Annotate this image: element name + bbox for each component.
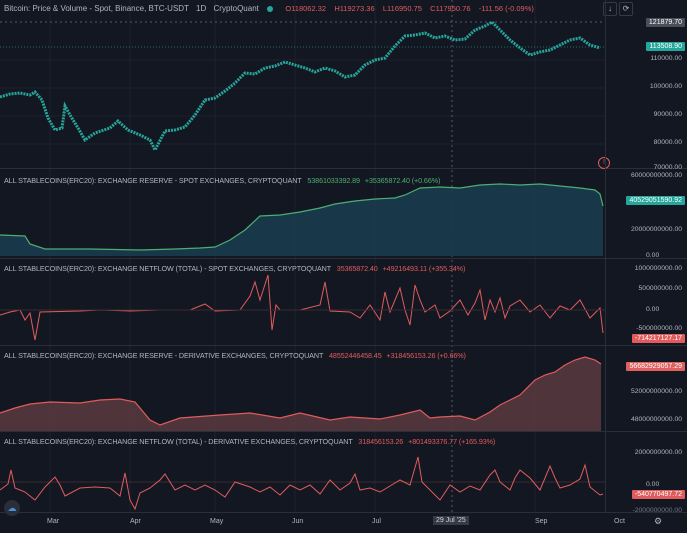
price-tick: 80000.00 (653, 139, 682, 146)
axis-tick: 0.00 (646, 306, 660, 313)
legend-derivative-reserve: ALL STABLECOINS(ERC20): EXCHANGE RESERVE… (4, 351, 466, 360)
ohlc-high: H119273.36 (334, 4, 375, 13)
axis-tick: -500000000.00 (636, 325, 682, 332)
crosshair-date-label: 29 Jul '25 (433, 516, 469, 525)
axis-tick: -2000000000.00 (632, 507, 682, 514)
axis-tick: 500000000.00 (638, 285, 682, 292)
refresh-icon[interactable]: ⟳ (619, 2, 633, 16)
ohlc-change: -111.56 (-0.09%) (478, 4, 534, 13)
time-tick: Mar (47, 518, 60, 525)
axis-tick: 48000000000.00 (630, 416, 682, 423)
axis-tick: 60000000000.00 (630, 172, 682, 179)
time-tick: Apr (130, 518, 141, 525)
chart-area[interactable] (0, 0, 605, 512)
axis-tick: 0.00 (646, 481, 660, 488)
pane-divider[interactable] (0, 168, 687, 169)
pane-divider[interactable] (0, 345, 687, 346)
time-tick: Jul (372, 518, 381, 525)
time-axis[interactable]: Mar Apr May Jun Jul 29 Jul '25 Sep Oct ⚙ (0, 512, 687, 533)
alert-icon[interactable]: ! (598, 157, 610, 169)
axis-tick: 20000000000.00 (630, 226, 682, 233)
chart-canvas[interactable] (0, 0, 605, 512)
price-tick: 70000.00 (653, 164, 682, 171)
pane-divider[interactable] (0, 258, 687, 259)
high-price-tag: 121879.70 (645, 18, 685, 27)
source-label: CryptoQuant (213, 4, 259, 13)
axis-tick: 2000000000.00 (634, 449, 682, 456)
price-tick: 100000.00 (649, 83, 682, 90)
time-tick: May (210, 518, 224, 525)
price-tick: 110000.00 (650, 55, 682, 62)
main-legend: Bitcoin: Price & Volume - Spot, Binance,… (4, 4, 534, 13)
spot-reserve-tag: 40529051590.92 (626, 196, 685, 205)
pane-divider[interactable] (0, 431, 687, 432)
legend-spot-reserve: ALL STABLECOINS(ERC20): EXCHANGE RESERVE… (4, 176, 441, 185)
interval-label[interactable]: 1D (196, 4, 207, 13)
ohlc-open: O118062.32 (285, 4, 327, 13)
derivative-reserve-tag: 56682929057.29 (626, 362, 685, 371)
price-axis[interactable]: 121879.70 113508.90 110000.00 100000.00 … (605, 0, 687, 514)
spot-netflow-tag: -714217127.17 (631, 334, 685, 343)
ohlc-close: C117950.76 (430, 4, 471, 13)
derivative-netflow-tag: -540770497.72 (631, 490, 685, 499)
ohlc-low: L116950.75 (382, 4, 422, 13)
download-icon[interactable]: ↓ (603, 2, 617, 16)
time-tick: Sep (535, 518, 548, 525)
axis-tick: 1000000000.00 (634, 265, 682, 272)
legend-derivative-netflow: ALL STABLECOINS(ERC20): EXCHANGE NETFLOW… (4, 437, 496, 446)
axis-tick: 52000000000.00 (630, 388, 682, 395)
time-tick: Jun (292, 518, 304, 525)
legend-spot-netflow: ALL STABLECOINS(ERC20): EXCHANGE NETFLOW… (4, 264, 466, 273)
symbol-title: Bitcoin: Price & Volume - Spot, Binance,… (4, 4, 189, 13)
time-tick: Oct (614, 518, 625, 525)
status-dot-icon (267, 5, 274, 12)
axis-tick: 0.00 (646, 252, 660, 259)
current-price-tag: 113508.90 (646, 42, 685, 51)
price-tick: 90000.00 (653, 111, 682, 118)
settings-gear-icon[interactable]: ⚙ (654, 516, 663, 526)
